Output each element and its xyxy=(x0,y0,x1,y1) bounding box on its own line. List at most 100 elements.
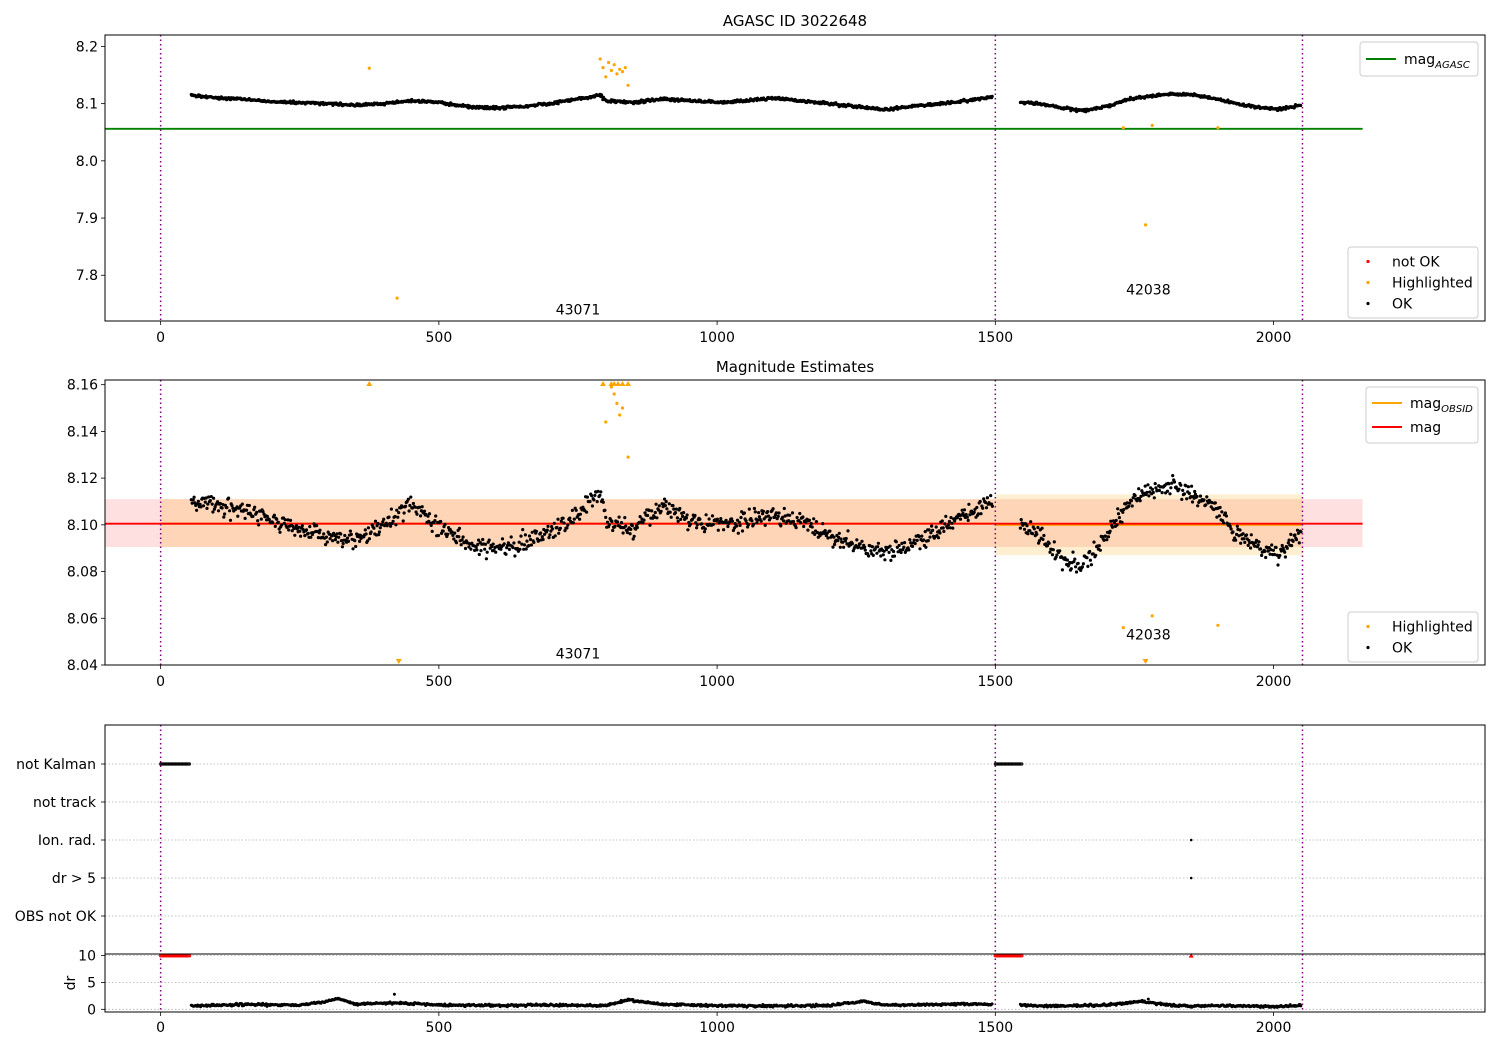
data-point xyxy=(654,502,658,506)
data-point xyxy=(923,530,927,534)
data-point xyxy=(1249,533,1253,537)
data-point xyxy=(566,523,570,527)
data-point xyxy=(1229,527,1233,531)
data-point xyxy=(930,524,934,528)
data-point xyxy=(541,537,545,542)
y-tick-label: 8.1 xyxy=(76,97,98,113)
data-point xyxy=(663,497,667,501)
data-point xyxy=(678,506,682,511)
data-point xyxy=(574,508,578,512)
data-point xyxy=(348,529,352,533)
data-point xyxy=(1187,491,1191,495)
data-point xyxy=(436,533,440,538)
data-point xyxy=(490,545,494,549)
data-point xyxy=(726,524,730,529)
data-point xyxy=(757,510,761,515)
data-point xyxy=(804,520,808,524)
data-point xyxy=(419,514,423,518)
data-point xyxy=(1287,538,1291,542)
data-point xyxy=(413,505,417,509)
highlighted-points xyxy=(367,57,1220,300)
data-point xyxy=(590,494,594,498)
data-point xyxy=(331,539,335,543)
data-point xyxy=(1266,549,1270,553)
data-point xyxy=(918,547,922,551)
data-point xyxy=(540,535,544,539)
data-point xyxy=(521,528,525,532)
data-point xyxy=(787,519,791,523)
data-point xyxy=(1094,553,1098,557)
data-point xyxy=(476,542,480,547)
data-point xyxy=(461,535,465,539)
data-point xyxy=(1241,532,1245,536)
data-point xyxy=(794,526,798,530)
data-point xyxy=(539,531,543,535)
legend-label-main: mag xyxy=(1404,52,1435,68)
data-point xyxy=(1030,532,1035,536)
data-point xyxy=(1299,1004,1303,1008)
data-point xyxy=(205,506,209,510)
data-point xyxy=(236,514,240,518)
data-point xyxy=(1108,529,1112,533)
legend-lower: Highlighted OK xyxy=(1347,611,1479,663)
data-point xyxy=(1145,490,1149,494)
data-point xyxy=(641,521,645,525)
data-point xyxy=(664,500,668,504)
data-point xyxy=(1065,558,1069,562)
data-point xyxy=(578,512,583,516)
data-point xyxy=(1150,614,1154,618)
data-point xyxy=(698,517,702,521)
data-point xyxy=(407,509,411,513)
data-point xyxy=(195,502,200,506)
data-point xyxy=(753,510,757,514)
data-point xyxy=(1216,126,1220,130)
data-point xyxy=(618,413,622,417)
data-point xyxy=(1256,543,1260,547)
data-point xyxy=(306,531,310,535)
highlighted-points xyxy=(604,385,1220,630)
data-point xyxy=(392,992,396,996)
data-point xyxy=(366,539,370,543)
data-point xyxy=(855,538,859,542)
clipped-high-marker xyxy=(611,381,618,386)
data-point xyxy=(211,510,215,514)
data-point xyxy=(547,536,551,540)
data-point xyxy=(1291,539,1295,543)
data-point xyxy=(757,515,762,519)
data-point xyxy=(688,522,693,526)
panel-flags: not Kalman not track Ion. rad. dr > 5 OBS no… xyxy=(15,757,1485,925)
data-point xyxy=(553,534,557,538)
flag-row-label: not Kalman xyxy=(16,757,96,773)
data-point xyxy=(1130,504,1134,508)
data-point xyxy=(543,532,547,536)
data-point xyxy=(1264,555,1268,560)
data-point xyxy=(426,514,430,518)
dr-points xyxy=(189,992,1303,1009)
data-point xyxy=(1238,528,1242,532)
data-point xyxy=(1115,523,1119,527)
data-point xyxy=(1189,495,1193,499)
data-point xyxy=(1168,492,1172,496)
data-point xyxy=(1165,489,1170,493)
data-point xyxy=(710,514,715,518)
data-point xyxy=(593,493,597,497)
y-axis-label: dr xyxy=(63,975,79,990)
data-point xyxy=(946,526,950,530)
y-tick-label: 8.08 xyxy=(67,565,98,581)
data-point xyxy=(1235,532,1239,537)
x-tick-label: 2000 xyxy=(1256,674,1292,690)
data-point xyxy=(513,554,517,558)
data-point xyxy=(382,517,386,521)
y-tick-label: 5 xyxy=(87,975,96,991)
data-point xyxy=(823,529,827,533)
data-point xyxy=(484,557,488,561)
legend-label: mag xyxy=(1410,420,1441,436)
x-axis: 0 500 1000 1500 2000 xyxy=(156,665,1291,690)
data-point xyxy=(663,504,667,508)
legend-label: OK xyxy=(1392,297,1413,313)
data-point xyxy=(1116,512,1121,516)
data-point xyxy=(1190,500,1195,504)
data-point xyxy=(730,519,735,523)
data-point xyxy=(711,522,715,527)
